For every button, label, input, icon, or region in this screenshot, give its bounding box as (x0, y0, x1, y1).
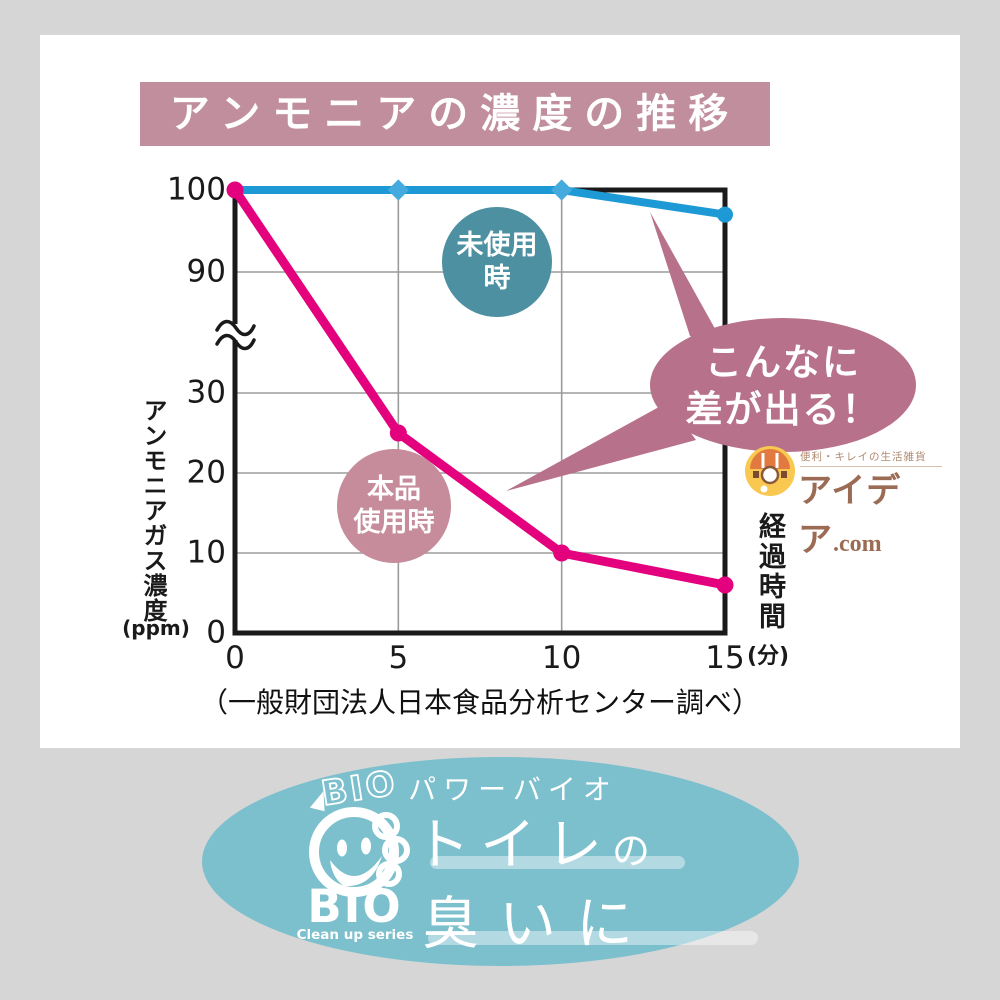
callout-line2: 差が出る！ (685, 388, 881, 432)
legend-badge-unused: 未使用 時 (442, 207, 552, 317)
highlight-bar-1 (430, 856, 685, 869)
idea-com-logo: 便利・キレイの生活雑貨 アイデア.com (744, 443, 944, 559)
y-axis-label: アンモニアガス濃度 (139, 398, 167, 623)
idea-logo-tagline: 便利・キレイの生活雑貨 (800, 449, 942, 467)
title-banner: アンモニアの濃度の推移 (140, 82, 770, 146)
x-axis-unit: (分) (746, 644, 790, 669)
footer-product-line2: 臭いに (422, 891, 653, 957)
y-tick-30: 30 (186, 374, 226, 411)
x-tick-5: 5 (388, 640, 409, 676)
footer-product-line1-particle: の (612, 829, 651, 873)
legend-badge-unused-line2: 時 (483, 262, 511, 294)
y-tick-0: 0 (206, 614, 226, 651)
footer-product-line1-text: トイレ (414, 813, 612, 878)
idea-logo-name-text: アイデア (798, 473, 902, 559)
bio-mascot-icon: BIO BIO Clean up series (297, 764, 414, 943)
footer-brand-ellipse (202, 757, 799, 966)
legend-badge-used-line2: 使用時 (353, 506, 435, 538)
brand-outline-text: BIO (319, 764, 401, 814)
highlight-bar-2 (428, 931, 758, 945)
brand-sub: Clean up series (297, 927, 414, 943)
x-axis-label: 経過時間 (754, 512, 785, 632)
footer-series-name: パワーバイオ (408, 773, 618, 806)
footer-product-line1: トイレの (414, 800, 650, 881)
idea-logo-icon (745, 446, 795, 496)
y-tick-10: 10 (186, 534, 226, 571)
x-tick-0: 0 (225, 640, 245, 676)
legend-badge-used: 本品 使用時 (337, 449, 451, 563)
source-note: （一般財団法人日本食品分析センター調べ） (199, 686, 760, 719)
callout-line1: こんなに (705, 341, 861, 384)
x-tick-15: 15 (705, 640, 745, 676)
brand-name: BIO (307, 880, 402, 933)
idea-logo-domain: .com (833, 531, 882, 557)
y-tick-90: 90 (186, 253, 226, 290)
y-tick-20: 20 (186, 454, 226, 491)
callout-bubble: こんなに 差が出る！ (650, 318, 916, 452)
legend-badge-unused-line1: 未使用 (456, 230, 538, 261)
x-tick-10: 10 (541, 640, 582, 676)
y-axis-unit: (ppm) (122, 616, 190, 640)
y-tick-100: 100 (166, 171, 226, 208)
idea-logo-name: アイデア.com (798, 463, 944, 561)
legend-badge-used-line1: 本品 (367, 474, 421, 505)
